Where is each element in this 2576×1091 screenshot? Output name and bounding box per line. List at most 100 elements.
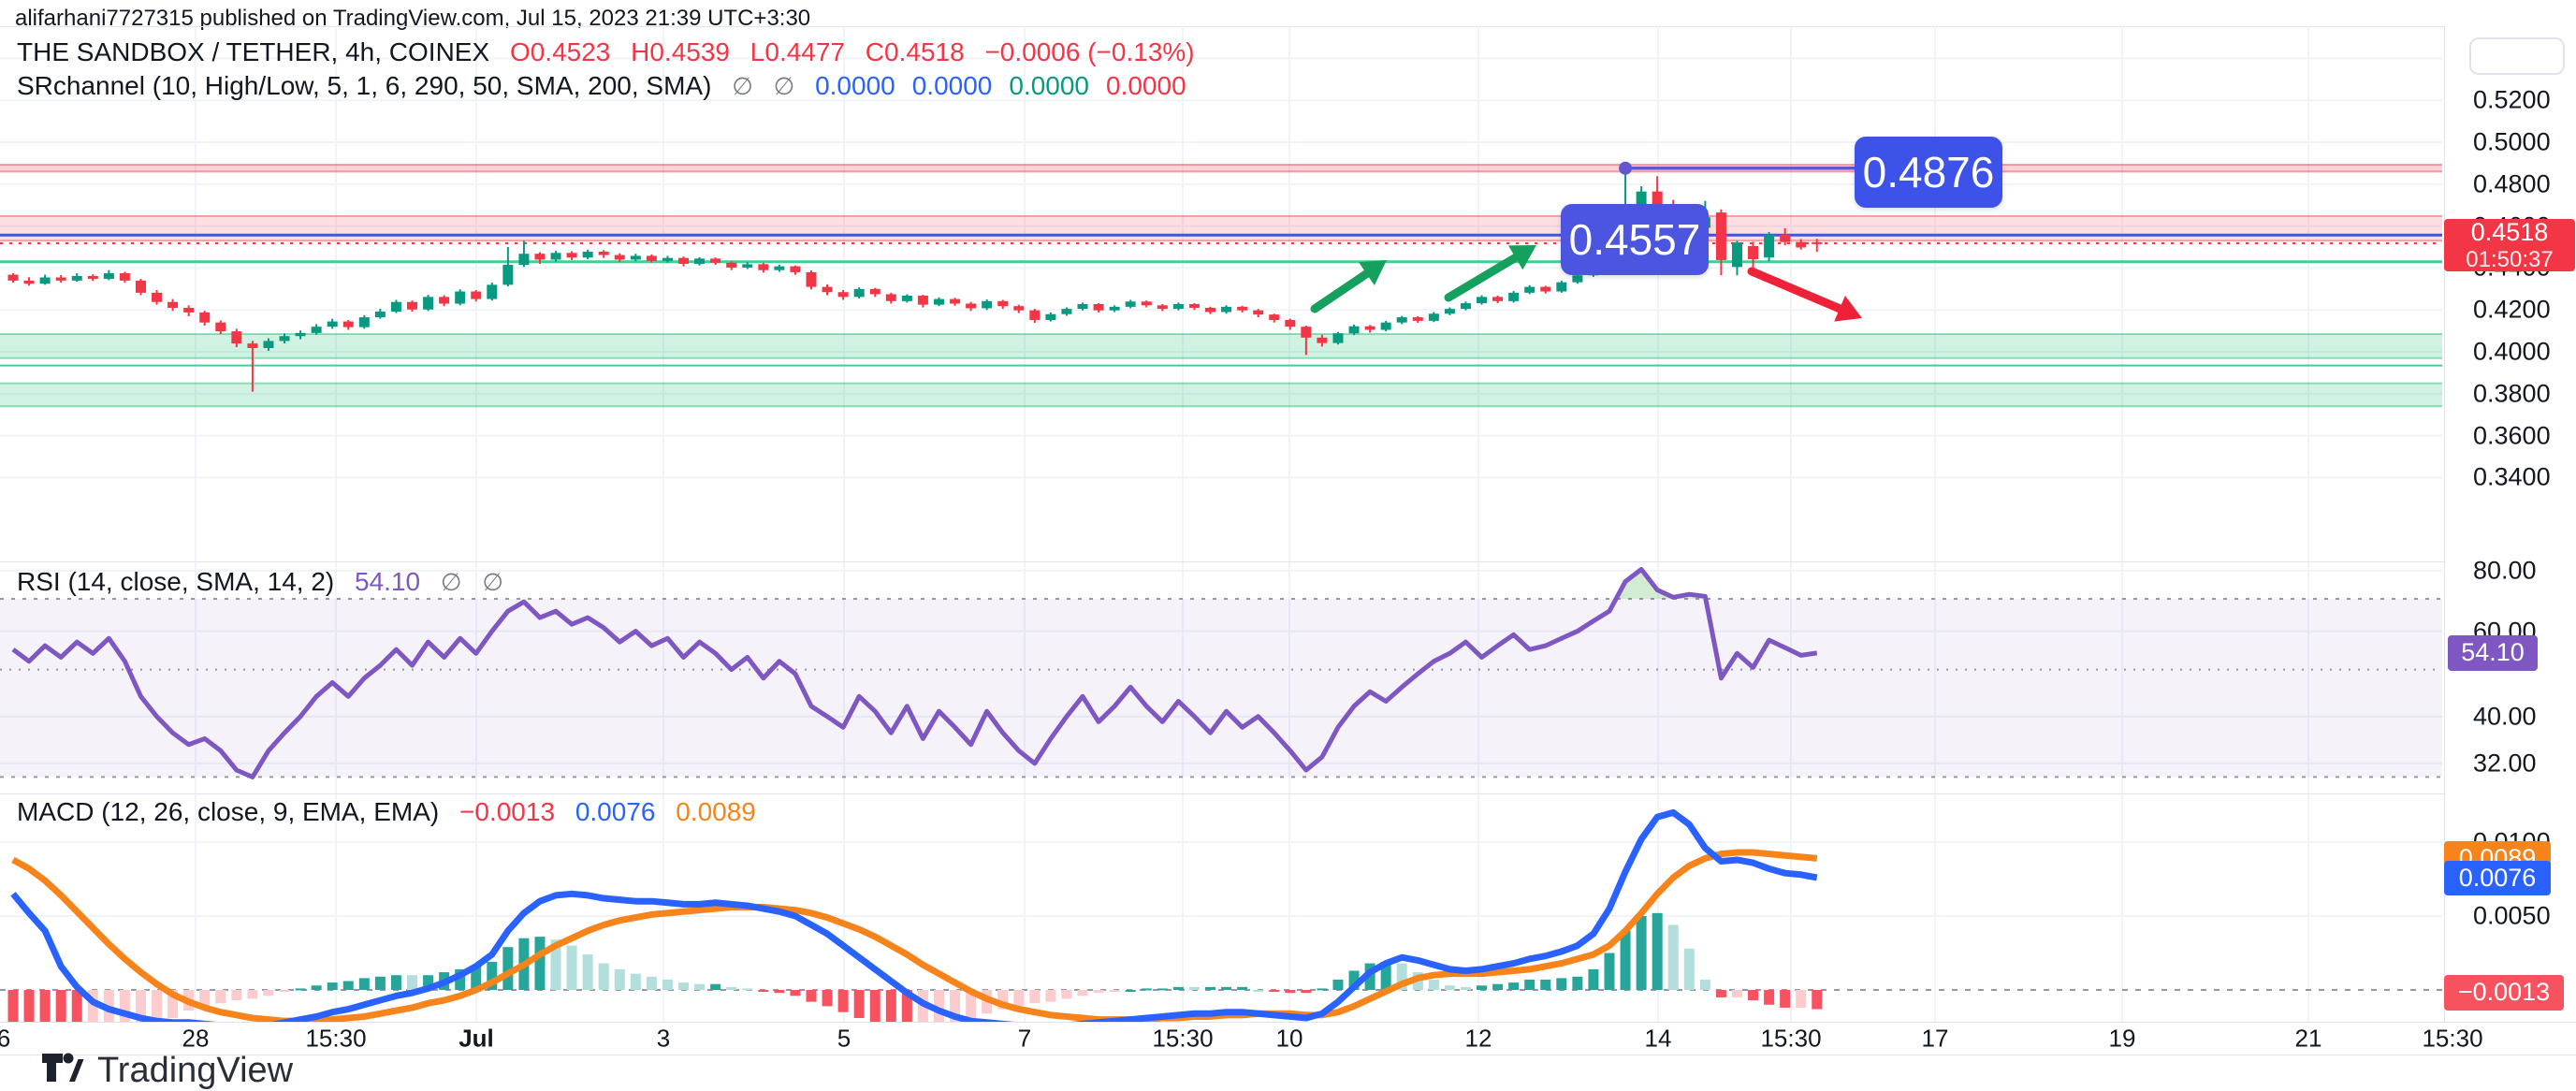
macd-hist-bar [1061,990,1072,999]
candle [950,298,961,304]
time-tick-label: 28 [182,1024,210,1053]
candle [997,300,1009,307]
legend-symbol-row[interactable]: THE SANDBOX / TETHER, 4h, COINEX O0.4523… [17,37,1195,67]
candle [1652,191,1663,211]
candle [1301,327,1312,338]
candle [135,280,146,293]
macd-hist-bar [869,990,880,1022]
macd-hist-bar [327,982,338,990]
candle [39,277,51,284]
macd-hist-bar [358,978,370,990]
macd-hist-bar [1667,924,1679,990]
macd-hist-bar [1524,979,1535,990]
time-axis[interactable]: 6 28 15:30 Jul 3 5 7 15:30 10 12 14 15:30 17 19 21 15:3… [0,1022,2576,1055]
price-axis[interactable]: 0.54000.52000.50000.48000.46000.44000.42… [2444,26,2576,1022]
macd-hist-bar [390,975,401,990]
chart-top-border [0,26,2576,27]
pane-separator-macd[interactable] [0,793,2576,794]
srchannel-value: 0.0000 [1009,71,1089,100]
macd-pane[interactable] [0,808,2442,1065]
rsi-value-badge: 54.10 [2448,634,2538,671]
candle [933,298,944,305]
macd-hist-bar [1796,990,1807,1008]
axis-tick-label: 40.00 [2473,702,2537,731]
bullish-arrow-2[interactable] [1444,246,1532,302]
candle [917,296,928,305]
macd-hist-bar [726,986,737,990]
legend-macd-row[interactable]: MACD (12, 26, close, 9, EMA, EMA) −0.001… [17,797,756,827]
macd-line-badge: 0.0076 [2444,860,2551,895]
legend-rsi-row[interactable]: RSI (14, close, SMA, 14, 2) 54.10 ∅ ∅ [17,567,503,597]
macd-hist-bar [1764,990,1775,1005]
candle [1125,301,1136,307]
candle [1029,310,1041,320]
price-callout-0.4876[interactable]: 0.4876 [1855,137,2002,208]
price-pane[interactable] [0,161,2442,408]
candle [247,343,258,348]
macd-hist-bar [997,990,1009,1010]
macd-hist-bar [342,981,354,990]
candle [1269,314,1280,320]
macd-hist-bar [1812,990,1823,1010]
rsi-line [11,567,1818,779]
macd-hist-bar [23,990,35,1022]
candle [726,262,737,268]
candle [1812,241,1823,244]
macd-hist-bar [311,985,322,990]
macd-hist-bar [1652,912,1663,990]
macd-hist-bar [1188,986,1200,990]
macd-hist-bar [566,945,577,990]
candle [71,275,82,281]
candle [742,264,753,268]
candle [455,291,466,304]
macd-hist-badge: −0.0013 [2444,975,2564,1011]
candle [1796,241,1807,248]
axis-tick-label: 0.4000 [2473,337,2551,366]
candle [1141,301,1152,306]
axis-tick-label: 0.0050 [2473,901,2551,930]
candle [1780,234,1791,242]
macd-hist-bar [1460,986,1471,990]
price-callout-0.4557[interactable]: 0.4557 [1561,204,1709,275]
candle [534,254,546,260]
bearish-arrow[interactable] [1747,267,1856,318]
macd-hist-bar [678,982,690,990]
candle [646,255,657,261]
macd-hist-bar [87,990,98,1022]
macd-hist-bar [295,988,306,991]
candle [263,341,274,348]
candle [1348,326,1360,334]
candle [1715,212,1726,260]
rsi-pane[interactable] [0,567,2442,779]
macd-title: MACD (12, 26, close, 9, EMA, EMA) [17,797,440,826]
candle [582,251,593,258]
macd-hist-bar [1715,990,1726,997]
candle [1492,297,1504,301]
rsi-title: RSI (14, close, SMA, 14, 2) [17,567,335,596]
tradingview-logo-icon[interactable] [41,1052,84,1089]
candle [87,275,98,280]
srchannel-values: 0.0000 0.0000 0.0000 0.0000 [815,71,1203,100]
macd-hist-bar [1045,990,1056,1002]
macd-hist-bar [1428,979,1439,990]
candle [1157,305,1168,310]
macd-hist-bar [1556,978,1567,990]
candle [502,265,514,285]
time-tick-label: 15:30 [1760,1024,1822,1053]
candle [982,300,993,309]
candle [1477,297,1488,304]
macd-hist-bar [71,990,82,1022]
macd-hist-bar [1620,930,1631,990]
empty-set-icon: ∅ [732,72,753,100]
candle [1731,242,1742,268]
macd-hist-bar [966,990,977,1020]
axis-tick-label: 0.5000 [2473,127,2551,156]
legend-srchannel-row[interactable]: SRchannel (10, High/Low, 5, 1, 6, 290, 5… [17,71,1203,101]
macd-hist-bar [1540,979,1551,990]
macd-hist-bar [662,979,673,990]
pane-separator-rsi[interactable] [0,561,2576,562]
time-tick-label: 14 [1644,1024,1672,1053]
macd-hist-bar [1253,990,1264,992]
candle [407,301,417,310]
